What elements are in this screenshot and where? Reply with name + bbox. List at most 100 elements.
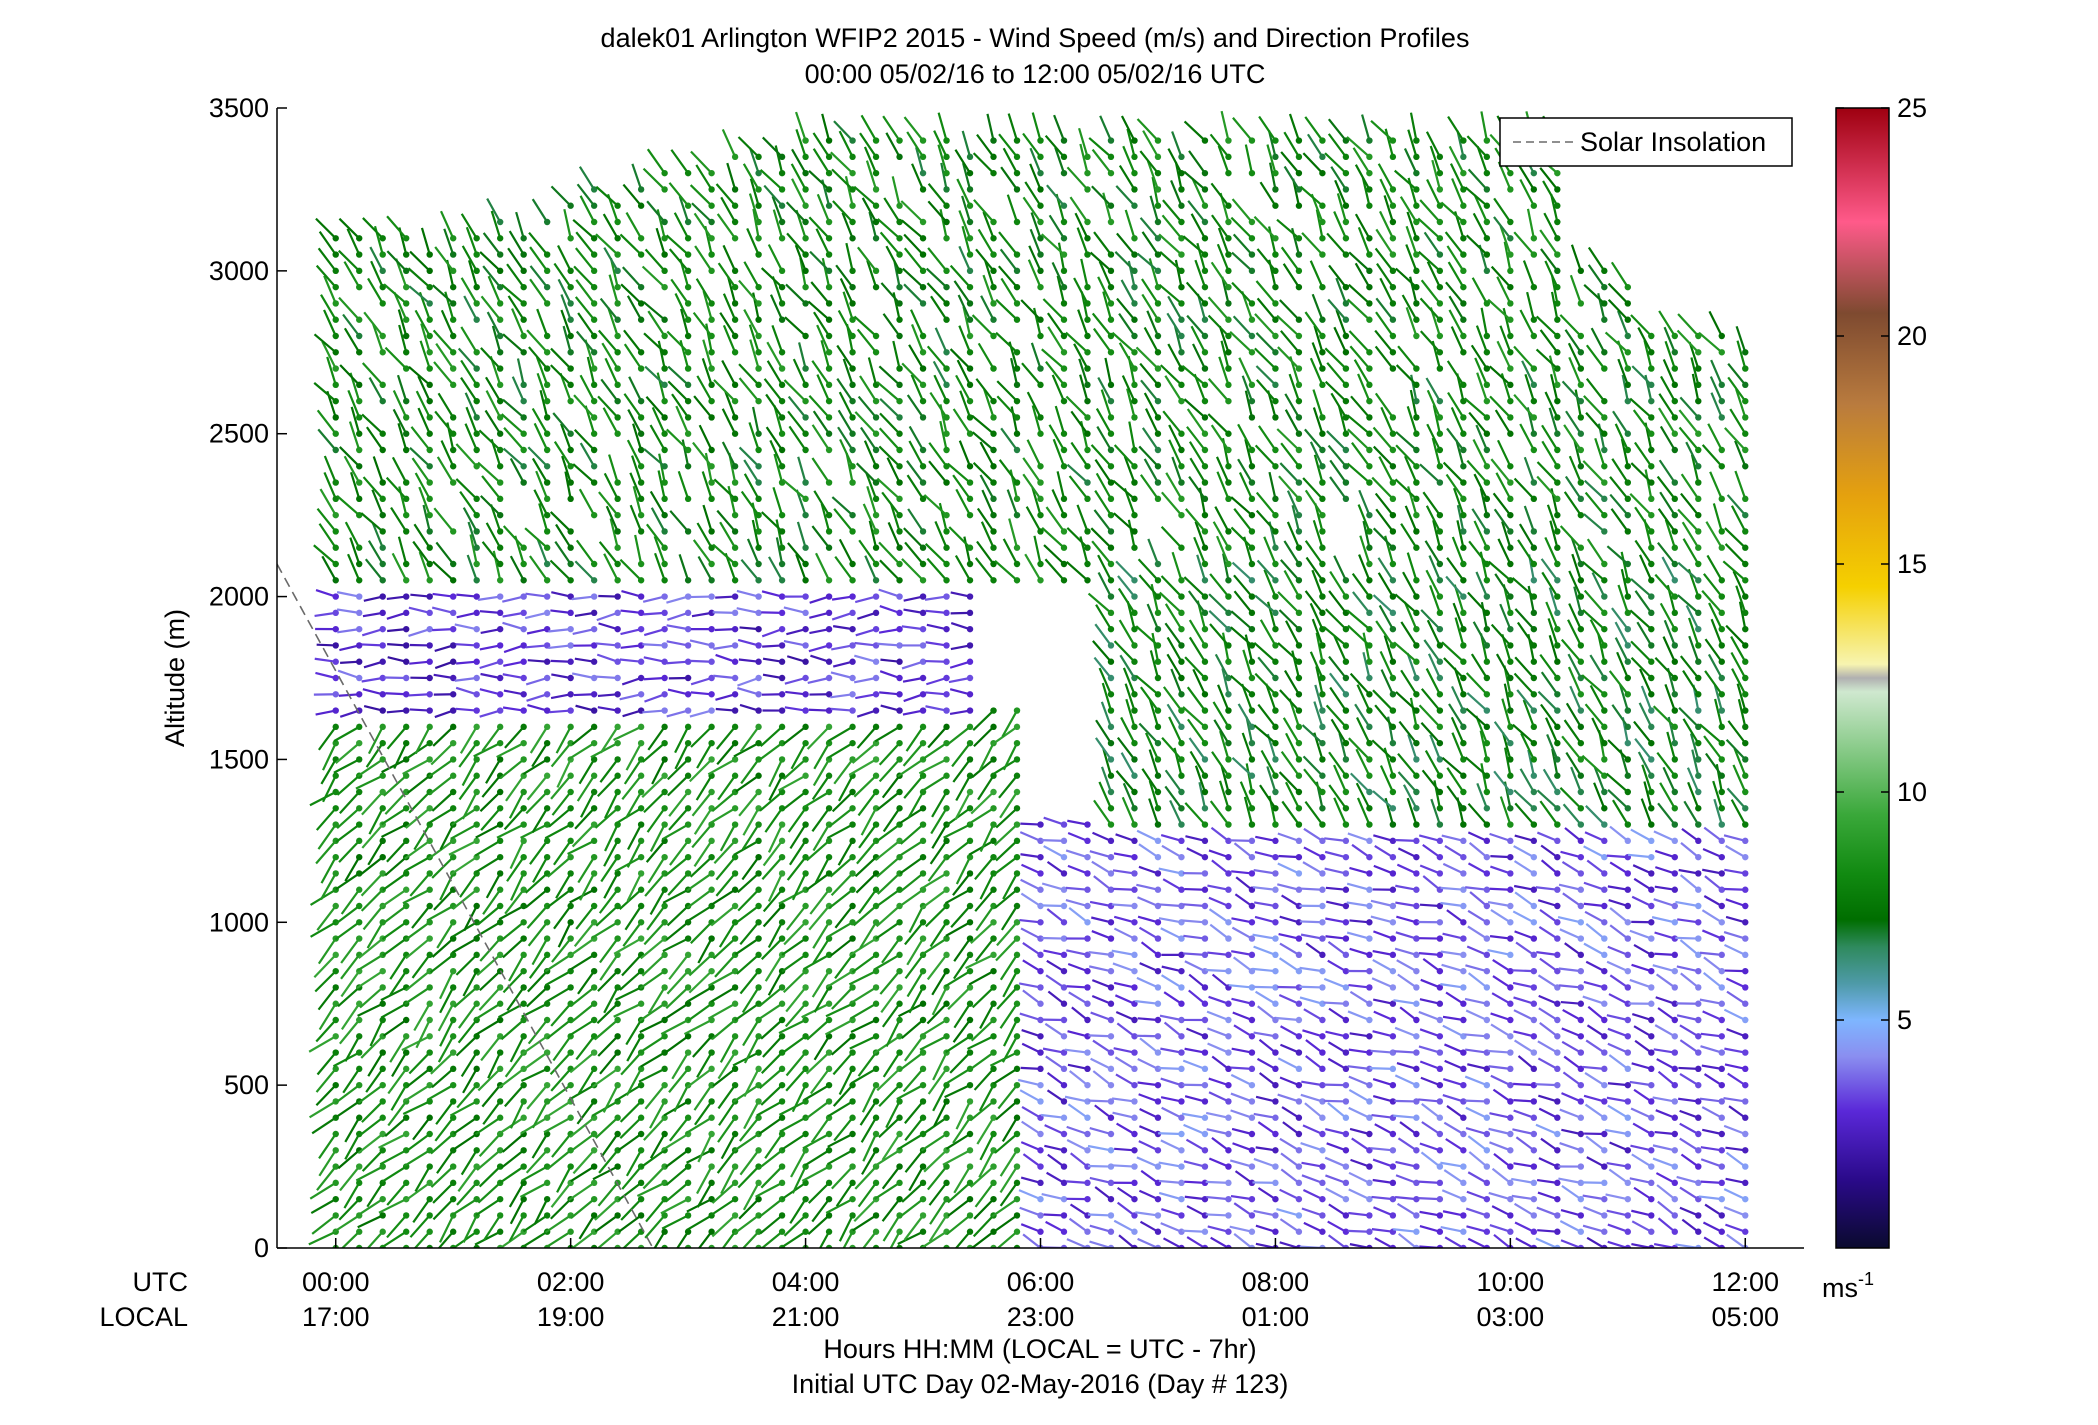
wind-barb-dot: [755, 609, 762, 617]
wind-barb-dot: [379, 756, 386, 763]
wind-barb-dot: [1037, 1212, 1044, 1219]
wind-barb-dot: [637, 414, 645, 421]
wind-barb-dot: [543, 1179, 551, 1187]
wind-barb-dot: [1178, 1049, 1185, 1056]
wind-barb-dot: [637, 1114, 645, 1121]
wind-barb: [686, 872, 713, 892]
wind-barb: [569, 1133, 595, 1153]
wind-barbs: [308, 110, 1749, 1248]
wind-barb-dot: [1107, 511, 1115, 519]
wind-barb: [643, 611, 665, 616]
wind-barb-dot: [543, 837, 551, 845]
wind-barb: [572, 218, 595, 240]
wind-barb-dot: [473, 1000, 480, 1007]
wind-barb-dot: [1178, 788, 1185, 796]
wind-barb-dot: [1201, 642, 1209, 649]
wind-barb-dot: [426, 625, 433, 633]
wind-barb: [665, 986, 689, 1010]
wind-barb: [572, 463, 595, 484]
wind-barb-dot: [403, 625, 410, 633]
wind-barb-dot: [1225, 674, 1232, 682]
wind-barb: [435, 343, 455, 370]
wind-barb-dot: [1060, 300, 1068, 307]
wind-barb: [598, 541, 619, 565]
wind-barb: [536, 372, 549, 402]
wind-barb: [597, 774, 619, 798]
wind-barb: [618, 1214, 642, 1233]
wind-barb: [551, 673, 571, 680]
wind-barb-dot: [731, 1081, 739, 1089]
wind-barb-dot: [1013, 1163, 1021, 1170]
wind-barb-dot: [1131, 365, 1138, 372]
wind-barb-dot: [849, 397, 856, 405]
wind-barb: [736, 954, 760, 975]
wind-barb-dot: [755, 153, 762, 161]
wind-barb: [563, 208, 572, 239]
wind-barb: [526, 775, 549, 801]
wind-barb-dot: [379, 479, 386, 486]
wind-barb: [640, 1051, 666, 1068]
wind-barb-dot: [520, 267, 527, 275]
wind-barb-dot: [896, 235, 903, 242]
wind-barb-dot: [520, 821, 527, 828]
wind-barb-dot: [1225, 1114, 1232, 1121]
wind-barb: [322, 742, 337, 771]
wind-barb-dot: [567, 544, 574, 551]
wind-barb: [531, 457, 549, 484]
wind-barb-dot: [731, 544, 739, 551]
wind-barb-dot: [731, 511, 739, 519]
wind-barb-dot: [825, 593, 833, 600]
wind-barb: [743, 1068, 760, 1097]
wind-barb: [560, 309, 572, 337]
wind-barb-dot: [661, 609, 668, 617]
wind-barb-dot: [567, 772, 574, 779]
wind-barb: [595, 675, 618, 680]
wind-barb-dot: [896, 935, 903, 942]
wind-barb-dot: [590, 381, 598, 389]
wind-barb-dot: [990, 479, 997, 486]
wind-barb: [483, 1214, 502, 1241]
wind-barb-dot: [825, 1228, 833, 1235]
wind-barb-dot: [849, 479, 856, 486]
wind-barb: [496, 823, 525, 839]
wind-barb: [506, 986, 525, 1011]
wind-barb: [361, 823, 384, 849]
wind-barb-dot: [1131, 723, 1138, 731]
wind-barb-dot: [1060, 137, 1068, 144]
wind-barb: [692, 441, 713, 467]
wind-barb-dot: [966, 1130, 974, 1138]
wind-barb-dot: [1248, 1000, 1256, 1007]
wind-barb: [347, 389, 361, 418]
wind-barb-dot: [403, 1228, 410, 1235]
wind-barb-dot: [802, 495, 809, 503]
wind-barb-dot: [1201, 593, 1209, 600]
wind-barb: [429, 953, 454, 974]
wind-barb-dot: [919, 1212, 927, 1219]
wind-barb: [340, 1230, 360, 1248]
wind-barb-dot: [755, 902, 762, 910]
wind-barb: [578, 758, 596, 785]
wind-barb: [342, 1068, 361, 1094]
wind-barb-dot: [1225, 609, 1232, 617]
wind-barb-dot: [614, 1163, 621, 1170]
wind-barb: [502, 970, 525, 994]
wind-barb-dot: [802, 397, 809, 405]
wind-barb: [601, 342, 619, 370]
wind-barb-dot: [708, 495, 715, 503]
wind-barb-dot: [1131, 788, 1138, 796]
wind-barb-dot: [684, 381, 692, 389]
wind-barb: [391, 552, 408, 581]
wind-barb-dot: [731, 332, 739, 340]
wind-barb: [696, 742, 713, 769]
wind-barb-dot: [567, 821, 574, 828]
wind-barb: [309, 1181, 337, 1200]
wind-barb-dot: [1154, 691, 1162, 698]
wind-barb-dot: [896, 577, 903, 584]
wind-barb-dot: [1225, 544, 1232, 551]
wind-barb: [432, 284, 454, 305]
wind-barb-dot: [496, 1212, 504, 1219]
wind-barb-dot: [426, 1195, 433, 1203]
wind-barb-dot: [1225, 1163, 1232, 1170]
wind-barb: [661, 1133, 689, 1152]
wind-barb-dot: [661, 560, 668, 568]
